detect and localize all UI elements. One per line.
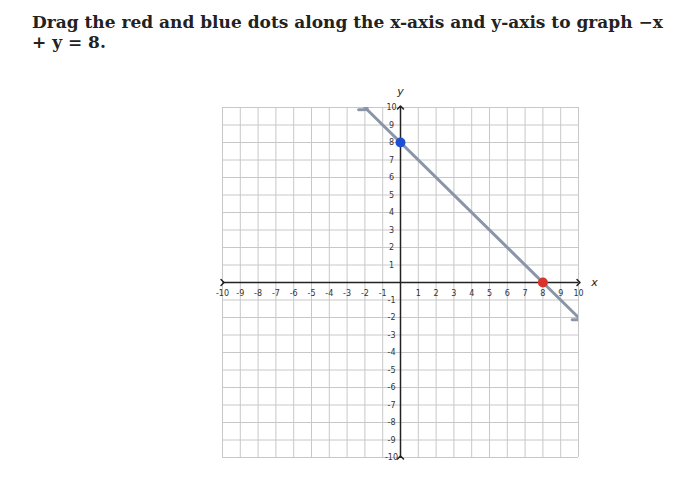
svg-text:-2: -2 <box>388 313 396 322</box>
svg-text:4: 4 <box>469 289 474 298</box>
svg-text:7: 7 <box>523 289 528 298</box>
svg-text:-8: -8 <box>254 289 262 298</box>
svg-text:-3: -3 <box>388 331 396 340</box>
svg-text:-4: -4 <box>388 348 396 357</box>
svg-text:-10: -10 <box>385 453 398 462</box>
svg-text:1: 1 <box>416 289 421 298</box>
svg-text:5: 5 <box>389 191 394 200</box>
svg-text:8: 8 <box>540 289 545 298</box>
svg-text:-7: -7 <box>388 401 396 410</box>
svg-text:10: 10 <box>386 103 396 112</box>
svg-text:7: 7 <box>389 156 394 165</box>
svg-text:8: 8 <box>389 138 394 147</box>
svg-text:x: x <box>590 276 598 289</box>
svg-text:4: 4 <box>389 208 394 217</box>
svg-text:-2: -2 <box>361 289 369 298</box>
svg-text:-1: -1 <box>388 296 396 305</box>
svg-text:6: 6 <box>389 173 394 182</box>
svg-text:-9: -9 <box>388 436 396 445</box>
svg-text:-6: -6 <box>388 383 396 392</box>
svg-text:-5: -5 <box>388 366 396 375</box>
svg-text:3: 3 <box>389 226 394 235</box>
svg-text:-5: -5 <box>308 289 316 298</box>
svg-text:-7: -7 <box>272 289 280 298</box>
svg-text:y: y <box>396 85 404 98</box>
svg-text:5: 5 <box>487 289 492 298</box>
svg-text:-10: -10 <box>216 289 229 298</box>
svg-text:2: 2 <box>434 289 439 298</box>
svg-text:-3: -3 <box>343 289 351 298</box>
svg-text:3: 3 <box>451 289 456 298</box>
svg-text:-9: -9 <box>236 289 244 298</box>
svg-text:-1: -1 <box>379 289 387 298</box>
svg-text:6: 6 <box>505 289 510 298</box>
svg-text:10: 10 <box>573 289 583 298</box>
svg-text:1: 1 <box>389 261 394 270</box>
svg-text:9: 9 <box>389 121 394 130</box>
svg-text:9: 9 <box>558 289 564 299</box>
svg-text:-8: -8 <box>388 418 396 427</box>
html-text:Drag the red and blue dots alo: Drag the red and blue dots along the x-a… <box>32 12 663 52</box>
svg-text:2: 2 <box>389 243 394 252</box>
svg-text:-6: -6 <box>290 289 298 298</box>
svg-text:-4: -4 <box>325 289 333 298</box>
